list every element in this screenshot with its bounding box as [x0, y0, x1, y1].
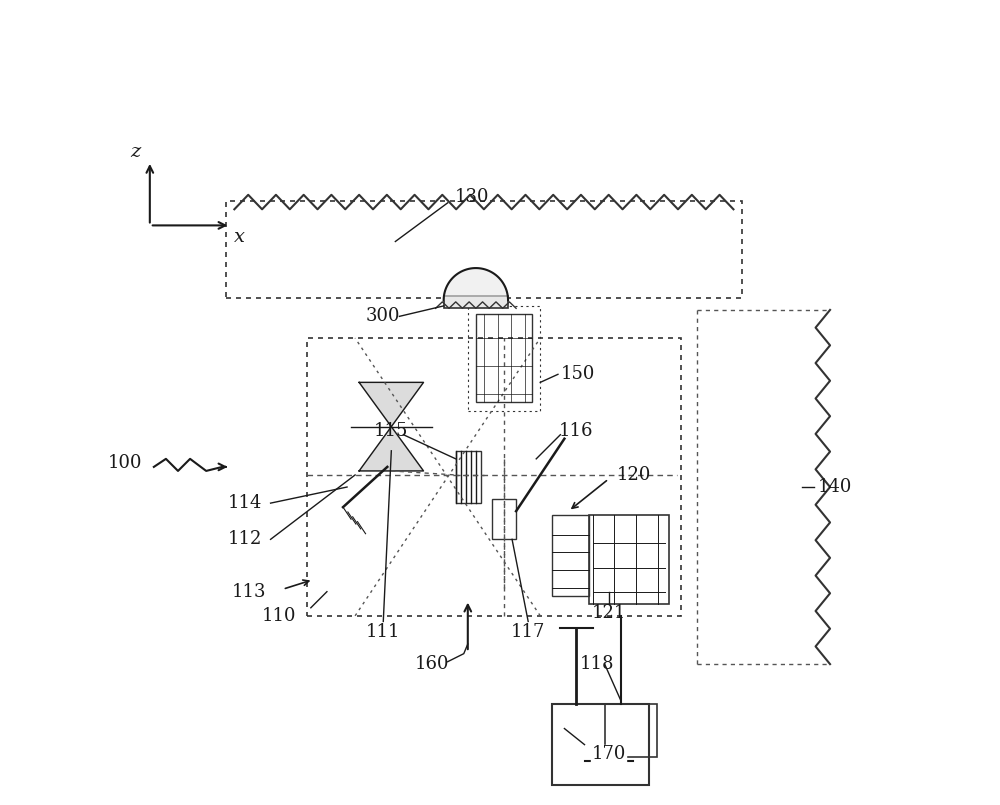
- Text: 160: 160: [414, 655, 449, 673]
- Text: 111: 111: [366, 623, 401, 641]
- Polygon shape: [444, 268, 508, 300]
- Polygon shape: [359, 382, 424, 427]
- Text: 170: 170: [591, 745, 626, 763]
- Text: 150: 150: [560, 365, 595, 383]
- Text: 130: 130: [455, 188, 489, 206]
- Text: 118: 118: [579, 655, 614, 673]
- Text: 120: 120: [617, 466, 651, 484]
- Text: 300: 300: [366, 308, 401, 325]
- Text: 115: 115: [374, 422, 409, 440]
- Polygon shape: [444, 296, 508, 308]
- Polygon shape: [359, 427, 424, 471]
- Text: 100: 100: [107, 454, 142, 472]
- Text: 113: 113: [232, 583, 267, 601]
- Text: 140: 140: [818, 478, 852, 496]
- Text: 114: 114: [228, 494, 263, 512]
- Text: z: z: [130, 143, 140, 161]
- Text: 117: 117: [511, 623, 545, 641]
- Text: 116: 116: [559, 422, 594, 440]
- Text: 121: 121: [591, 605, 626, 622]
- Text: 112: 112: [228, 530, 263, 548]
- Text: x: x: [234, 228, 245, 246]
- Text: 110: 110: [261, 607, 296, 625]
